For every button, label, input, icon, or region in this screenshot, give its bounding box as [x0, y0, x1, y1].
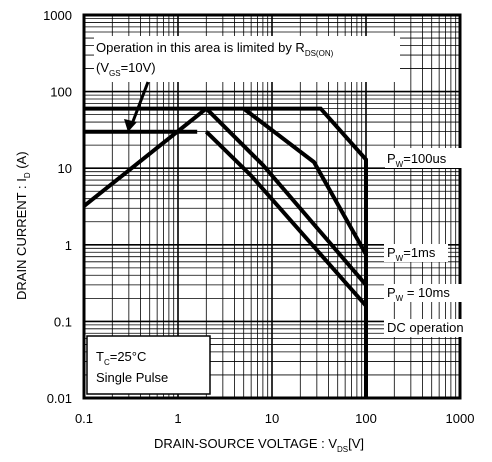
pw1-label-bg	[384, 244, 448, 262]
x-tick-label: 0.1	[75, 411, 93, 426]
pw10-label: PW = 10ms	[387, 285, 450, 303]
tc-label: TC=25°C	[96, 349, 146, 367]
pw1-label: PW=1ms	[387, 245, 436, 263]
x-tick-label: 1	[174, 411, 181, 426]
x-tick-label: 100	[355, 411, 377, 426]
single-pulse-label: Single Pulse	[96, 370, 168, 385]
series-line-2	[242, 107, 368, 256]
vgs-annotation: (VGS=10V)	[96, 60, 156, 78]
pw100-label-bg	[385, 148, 477, 168]
rds-annotation: Operation in this area is limited by RDS…	[96, 40, 334, 58]
rds-annotation-box	[94, 36, 400, 82]
y-tick-label: 0.01	[47, 391, 72, 406]
x-axis-label: DRAIN-SOURCE VOLTAGE : VDS[V]	[154, 436, 364, 454]
y-tick-label: 0.1	[54, 314, 72, 329]
series-layer	[82, 106, 368, 398]
dc-label-bg	[384, 319, 484, 337]
series-line-0	[82, 107, 208, 208]
y-tick-label: 100	[50, 85, 72, 100]
x-tick-label: 1000	[446, 411, 475, 426]
y-tick-label: 1	[65, 238, 72, 253]
x-tick-label: 10	[265, 411, 279, 426]
series-line-3	[204, 107, 368, 287]
plot-frame	[82, 13, 462, 400]
rds-arrow-line	[130, 81, 150, 125]
pw10-label-bg	[384, 284, 466, 302]
rds-arrow-head	[124, 119, 137, 132]
dc-label: DC operation	[387, 320, 464, 335]
series-line-1	[206, 106, 368, 398]
y-tick-label: 10	[58, 161, 72, 176]
pw100-label: PW=100us	[387, 151, 447, 169]
y-axis-label: DRAIN CURRENT : ID (A)	[14, 151, 32, 300]
conditions-box	[86, 335, 211, 395]
y-tick-label: 1000	[43, 8, 72, 23]
series-line-4	[204, 130, 368, 308]
